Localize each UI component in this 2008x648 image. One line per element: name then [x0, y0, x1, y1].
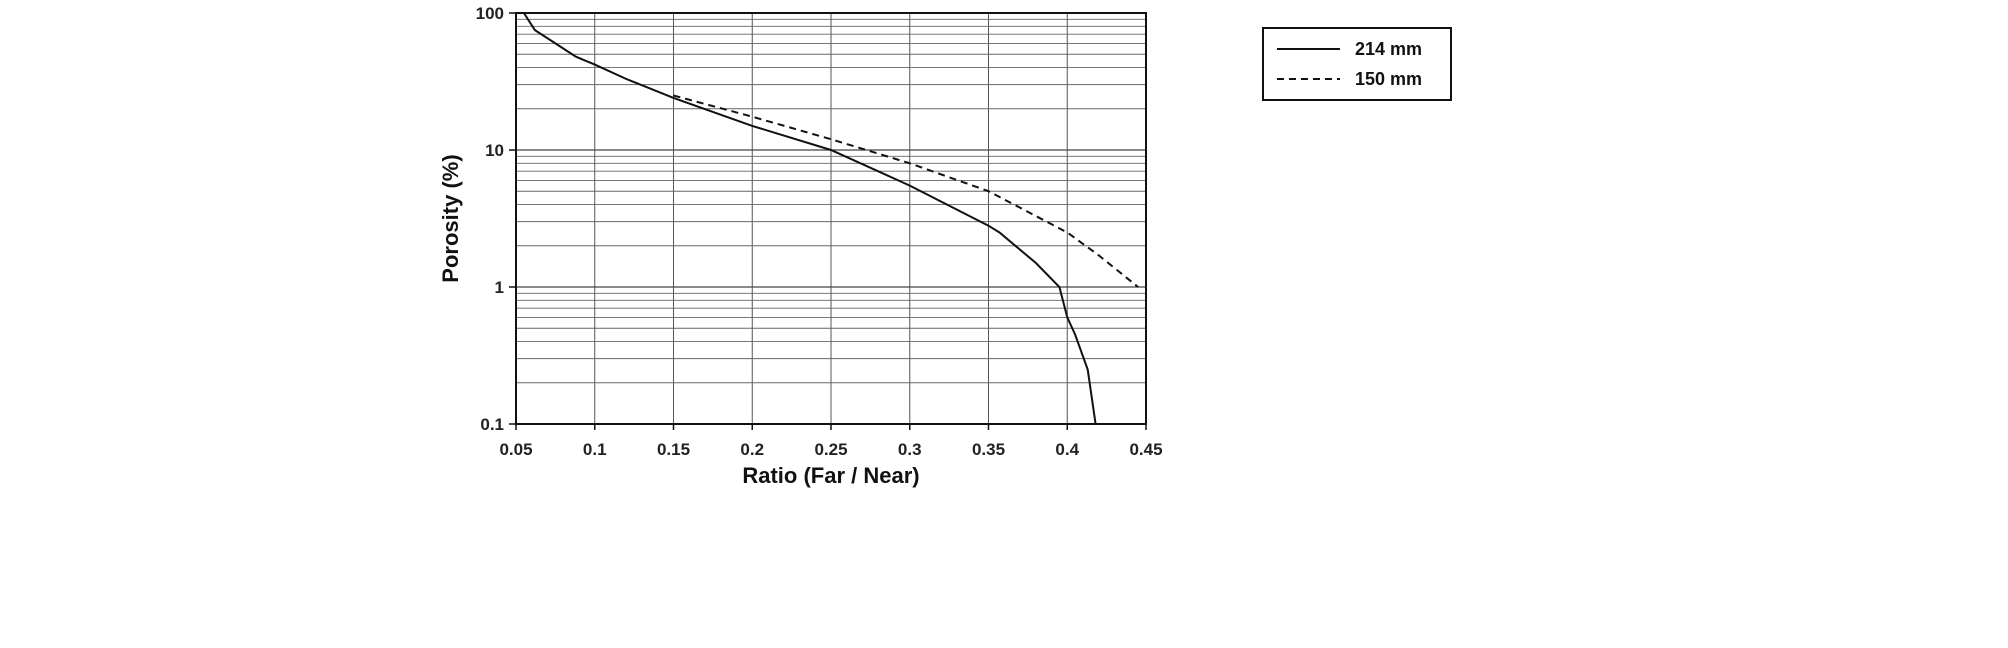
- x-axis-label: Ratio (Far / Near): [742, 463, 919, 488]
- legend-box: [1262, 27, 1452, 101]
- series-layer: [523, 12, 1139, 425]
- axis-ticks: 0.05 0.1 0.15 0.2 0.25 0.3 0.35 0.4 0.45 0.1 1 10 10…: [476, 4, 1163, 459]
- x-tick-label: 0.35: [972, 440, 1005, 459]
- grid: [516, 13, 1146, 424]
- x-tick-label: 0.45: [1129, 440, 1162, 459]
- x-tick-label: 0.25: [814, 440, 847, 459]
- legend: 214 mm 150 mm: [1262, 27, 1452, 101]
- legend-label-214mm: 214 mm: [1355, 39, 1422, 59]
- x-tick-label: 0.2: [740, 440, 764, 459]
- y-tick-label: 1: [495, 278, 504, 297]
- x-tick-label: 0.4: [1055, 440, 1079, 459]
- x-tick-label: 0.3: [898, 440, 922, 459]
- x-tick-label: 0.15: [657, 440, 690, 459]
- x-tick-label: 0.05: [499, 440, 532, 459]
- legend-label-150mm: 150 mm: [1355, 69, 1422, 89]
- x-tick-label: 0.1: [583, 440, 607, 459]
- y-tick-label: 0.1: [480, 415, 504, 434]
- y-tick-label: 10: [485, 141, 504, 160]
- series-line-214mm: [523, 12, 1097, 425]
- y-tick-label: 100: [476, 4, 504, 23]
- series-line-150mm: [673, 94, 1139, 288]
- y-axis-label: Porosity (%): [438, 154, 463, 282]
